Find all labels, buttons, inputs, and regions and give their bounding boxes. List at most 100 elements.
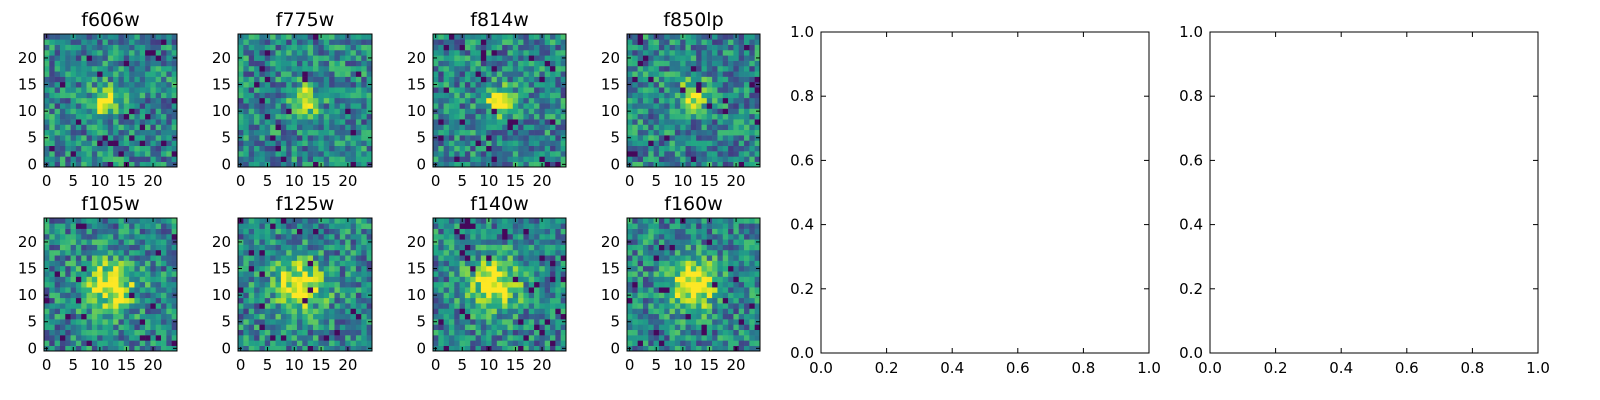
heatmap-cell — [454, 81, 460, 88]
heatmap-cell — [248, 292, 255, 299]
heatmap-cell — [539, 244, 546, 251]
heatmap-cell — [674, 345, 681, 352]
heatmap-cell — [243, 276, 250, 283]
heatmap-cell — [70, 324, 77, 331]
heatmap-cell — [134, 233, 141, 240]
heatmap-cell — [313, 76, 319, 83]
heatmap-cell — [438, 124, 444, 131]
heatmap-cell — [438, 276, 444, 283]
heatmap-cell — [280, 103, 287, 109]
heatmap-cell — [280, 145, 287, 152]
heatmap-cell — [470, 97, 476, 104]
heatmap-cell — [329, 255, 335, 261]
heatmap-cell — [339, 260, 346, 267]
heatmap-cell — [470, 297, 476, 304]
heatmap-cell — [754, 87, 761, 93]
heatmap-cell — [166, 39, 172, 45]
heatmap-cell — [254, 156, 260, 162]
heatmap-cell — [313, 292, 319, 299]
heatmap-cell — [123, 156, 130, 162]
heatmap-cell — [717, 292, 724, 299]
heatmap-cell — [91, 265, 98, 272]
heatmap-cell — [259, 108, 266, 115]
heatmap-cell — [664, 76, 670, 83]
heatmap-cell — [275, 271, 282, 277]
y-tick-label: 5 — [610, 129, 620, 147]
heatmap-cell — [523, 34, 530, 40]
heatmap-cell — [166, 151, 172, 157]
heatmap-cell — [701, 276, 708, 283]
heatmap-cell — [480, 145, 487, 152]
heatmap-cell — [123, 39, 130, 45]
heatmap-cell — [275, 297, 282, 304]
heatmap-cell — [123, 249, 130, 256]
heatmap-cell — [307, 287, 314, 293]
heatmap-cell — [454, 313, 460, 320]
heatmap-cell — [361, 92, 367, 99]
heatmap-cell — [507, 49, 514, 56]
heatmap-cell — [161, 49, 167, 56]
heatmap-cell — [733, 65, 740, 72]
heatmap-cell — [642, 119, 649, 125]
heatmap-cell — [65, 249, 71, 256]
heatmap-cell — [123, 297, 130, 304]
x-tick-label: 0 — [431, 356, 441, 374]
heatmap-cell — [161, 71, 167, 77]
heatmap-cell — [313, 276, 319, 283]
heatmap-cell — [470, 313, 476, 320]
heatmap-cell — [97, 129, 103, 136]
heatmap-cell — [523, 108, 530, 115]
heatmap-cell — [539, 340, 546, 346]
heatmap-cell — [744, 313, 750, 320]
heatmap-cell — [523, 135, 530, 141]
heatmap-cell — [470, 319, 476, 325]
heatmap-cell — [433, 140, 439, 147]
heatmap-cell — [712, 92, 718, 99]
heatmap-cell — [680, 151, 686, 157]
heatmap-cell — [496, 239, 503, 245]
heatmap-cell — [118, 271, 125, 277]
heatmap-cell — [722, 151, 729, 157]
heatmap-cell — [339, 297, 346, 304]
heatmap-cell — [528, 108, 535, 115]
heatmap-cell — [685, 71, 692, 77]
heatmap-cell — [329, 103, 335, 109]
heatmap-cell — [296, 335, 303, 341]
heatmap-cell — [706, 313, 713, 320]
heatmap-cell — [464, 335, 471, 341]
heatmap-cell — [464, 255, 471, 261]
heatmap-cell — [118, 239, 125, 245]
heatmap-cell — [738, 76, 745, 83]
heatmap-cell — [280, 308, 287, 315]
heatmap-cell — [738, 292, 745, 299]
heatmap-cell — [243, 97, 250, 104]
heatmap-cell — [560, 244, 567, 251]
heatmap-cell — [491, 156, 498, 162]
heatmap-cell — [243, 124, 250, 131]
heatmap-cell — [738, 140, 745, 147]
heatmap-cell — [248, 313, 255, 320]
heatmap-cell — [259, 287, 266, 293]
heatmap-cell — [696, 145, 702, 152]
heatmap-cell — [555, 113, 561, 120]
heatmap-cell — [334, 44, 341, 51]
heatmap-cell — [345, 297, 351, 304]
heatmap-cell — [653, 65, 660, 72]
heatmap-cell — [323, 161, 330, 168]
heatmap-cell — [280, 119, 287, 125]
heatmap-cell — [113, 39, 119, 45]
heatmap-cell — [475, 39, 482, 45]
heatmap-cell — [97, 313, 103, 320]
heatmap-cell — [648, 329, 654, 336]
y-tick-label: 10 — [601, 102, 620, 120]
heatmap-cell — [134, 65, 141, 72]
heatmap-cell — [339, 287, 346, 293]
heatmap-cell — [134, 223, 141, 229]
heatmap-cell — [296, 308, 303, 315]
heatmap-cell — [134, 92, 141, 99]
heatmap-cell — [674, 49, 681, 56]
heatmap-cell — [366, 97, 373, 104]
heatmap-cell — [448, 103, 455, 109]
heatmap-cell — [685, 303, 692, 309]
heatmap-cell — [464, 39, 471, 45]
